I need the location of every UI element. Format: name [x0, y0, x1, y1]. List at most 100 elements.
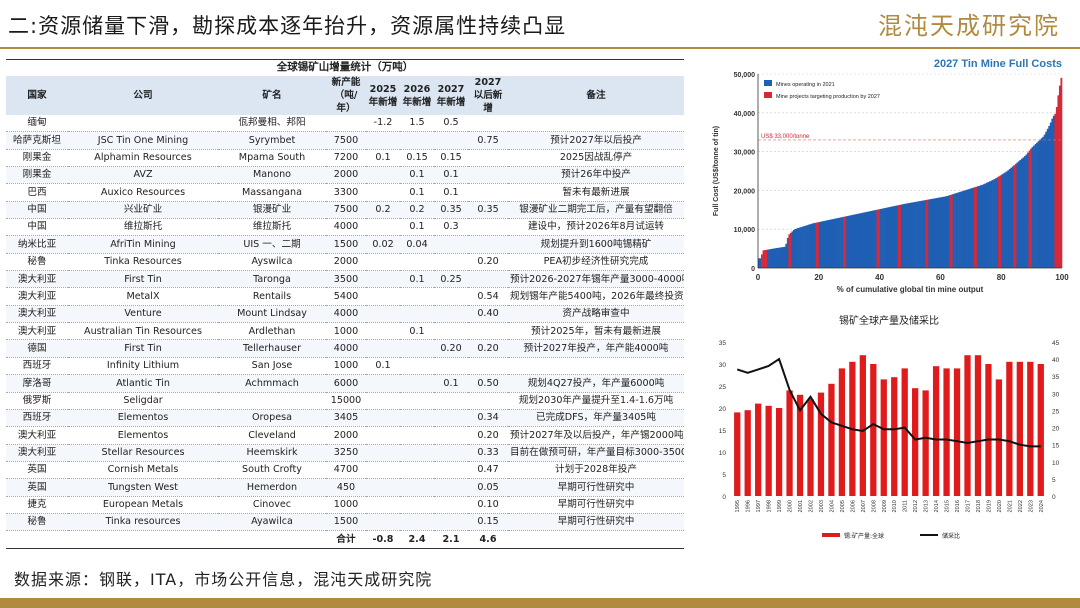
table-row: 纳米比亚 AfriTin Mining UIS 一、二期 1500 0.02 0.04 规划…	[6, 235, 685, 254]
operating-cost-bar	[834, 218, 836, 268]
table-cell: 3500	[326, 270, 366, 289]
operating-cost-bar	[919, 201, 921, 268]
operating-cost-bar	[1007, 170, 1010, 268]
table-cell: Rentails	[218, 287, 326, 306]
operating-cost-bar	[797, 227, 800, 268]
project-cost-bar	[1013, 165, 1016, 268]
table-cell: 2025因战乱停产	[508, 149, 685, 168]
operating-cost-bar	[847, 215, 850, 268]
operating-cost-bar	[840, 217, 842, 268]
operating-cost-bar	[986, 182, 988, 268]
tin-production-reserve-ratio-chart: 锡矿全球产量及储采比 0 5 10 15 20 25 30 35 0 5 10 15 20 25 30 35 40…	[719, 314, 1060, 540]
operating-cost-bar	[872, 210, 874, 268]
table-total-cell	[218, 530, 326, 549]
table-header-cell: 2025年新增	[366, 76, 400, 115]
table-row: 俄罗斯 Seligdar 15000 规划2030年产量提升至1.4-1.6万吨	[6, 392, 685, 410]
y-tick-label: 20,000	[734, 188, 756, 195]
operating-cost-bar	[903, 203, 906, 268]
operating-cost-bar	[967, 189, 970, 268]
production-bar	[985, 364, 992, 496]
table-cell: 预计2026-2027年锡年产量3000-4000吨	[508, 270, 685, 289]
operating-cost-bar	[812, 223, 815, 268]
y-tick-label: 50,000	[734, 72, 756, 79]
operating-cost-bar	[913, 202, 915, 268]
table-cell	[366, 253, 400, 272]
table-cell: 0.34	[468, 409, 508, 428]
table-cell	[434, 461, 468, 480]
operating-cost-bar	[993, 179, 996, 268]
table-cell: 预计2027年投产，年产能4000吨	[508, 339, 685, 358]
table-cell: 15000	[326, 392, 366, 410]
operating-cost-bar	[1040, 138, 1043, 268]
table-cell	[68, 115, 218, 133]
table-cell: 4000	[326, 339, 366, 358]
production-bar	[765, 405, 772, 496]
operating-cost-bar	[827, 219, 830, 268]
table-row: 澳大利亚 Elementos Cleveland 2000 0.20 预计2027年及以后…	[6, 426, 685, 445]
right-y-tick-label: 20	[1052, 426, 1060, 433]
table-cell: 早期可行性研究中	[508, 496, 685, 514]
header-divider	[0, 47, 1080, 49]
table-cell: 银漫矿业	[218, 201, 326, 220]
operating-cost-bar	[800, 227, 803, 268]
table-cell: MetalX	[68, 287, 218, 306]
y-tick-label: 0	[751, 266, 755, 273]
table-cell: 早期可行性研究中	[508, 478, 685, 497]
project-cost-bar	[998, 176, 1000, 268]
table-cell: 0.3	[434, 218, 468, 237]
project-cost-bar	[843, 216, 845, 268]
table-cell: -1.2	[366, 115, 400, 133]
table-cell	[366, 322, 400, 341]
project-cost-bar	[761, 254, 763, 268]
table-header-row: 国家 公司 矿名 新产能（吨/年） 2025年新增 2026年新增 2027年新增 2027以…	[6, 76, 685, 115]
table-cell: 0.10	[468, 496, 508, 514]
production-bar	[817, 392, 825, 496]
project-cost-bar	[1028, 150, 1031, 268]
table-cell: 纳米比亚	[6, 235, 68, 254]
left-y-tick-label: 25	[719, 384, 727, 391]
x-tick-label: 20	[814, 273, 823, 282]
x-tick-label: 100	[1055, 273, 1069, 282]
project-cost-bar	[876, 209, 879, 268]
production-bar	[912, 388, 919, 496]
production-bar	[922, 390, 929, 496]
project-cost-bar	[764, 250, 766, 268]
operating-cost-bar	[803, 226, 806, 268]
table-cell: 0.1	[400, 183, 434, 202]
table-row: 秘鲁 Tinka resources Ayawilca 1500 0.15 早期可行性研究…	[6, 513, 685, 532]
operating-cost-bar	[972, 187, 975, 268]
project-cost-bar	[789, 232, 792, 268]
operating-cost-bar	[990, 180, 993, 268]
operating-cost-bar	[905, 203, 908, 268]
operating-cost-bar	[1043, 134, 1046, 268]
table-cell	[400, 496, 434, 514]
table-header-cell: 2027以后新增	[468, 76, 508, 115]
operating-cost-bar	[1052, 115, 1055, 269]
table-cell	[366, 374, 400, 393]
table-cell: 早期可行性研究中	[508, 513, 685, 532]
table-cell	[434, 322, 468, 341]
operating-cost-bar	[943, 196, 946, 268]
table-cell: 0.33	[468, 444, 508, 462]
operating-cost-bar	[1025, 154, 1028, 268]
table-cell	[400, 339, 434, 358]
table-row: 缅甸 佤邦曼相、邦阳 -1.2 1.5 0.5	[6, 115, 685, 133]
table-cell: 捷克	[6, 496, 68, 514]
operating-cost-bar	[1045, 131, 1048, 268]
production-bar	[755, 403, 762, 496]
operating-cost-bar	[780, 247, 783, 268]
x-tick-label: 2011	[903, 500, 909, 512]
operating-cost-bar	[914, 201, 917, 268]
operating-cost-bar	[846, 216, 848, 268]
operating-cost-bar	[785, 243, 788, 268]
table-total-cell: 2.1	[434, 530, 468, 549]
table-cell: 4700	[326, 461, 366, 480]
table-cell: Tinka resources	[68, 513, 218, 532]
table-cell: 0.1	[366, 149, 400, 168]
operating-cost-bar	[777, 247, 780, 268]
table-cell: 目前在做预可研，年产量目标3000-3500吨	[508, 444, 685, 462]
x-tick-label: 0	[756, 273, 761, 282]
table-cell: 0.50	[468, 374, 508, 393]
operating-cost-bar	[941, 196, 944, 268]
operating-cost-bar	[759, 258, 762, 268]
